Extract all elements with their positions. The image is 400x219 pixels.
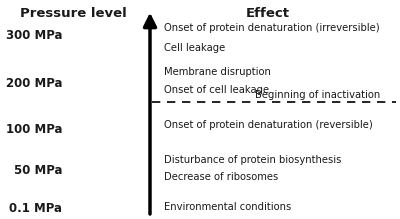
- Text: 50 MPa: 50 MPa: [14, 164, 62, 177]
- Text: 100 MPa: 100 MPa: [6, 123, 62, 136]
- Text: Onset of cell leakage: Onset of cell leakage: [164, 85, 269, 95]
- Text: 0.1 MPa: 0.1 MPa: [9, 201, 62, 215]
- Text: Pressure level: Pressure level: [20, 7, 127, 19]
- Text: 200 MPa: 200 MPa: [6, 77, 62, 90]
- Text: Disturbance of protein biosynthesis: Disturbance of protein biosynthesis: [164, 155, 341, 165]
- Text: 300 MPa: 300 MPa: [6, 28, 62, 42]
- Text: Decrease of ribosomes: Decrease of ribosomes: [164, 172, 278, 182]
- Text: Cell leakage: Cell leakage: [164, 43, 225, 53]
- Text: Membrane disruption: Membrane disruption: [164, 67, 271, 77]
- Text: Onset of protein denaturation (irreversible): Onset of protein denaturation (irreversi…: [164, 23, 380, 34]
- Text: Effect: Effect: [246, 7, 290, 19]
- Text: Beginning of inactivation: Beginning of inactivation: [255, 90, 381, 100]
- Text: Onset of protein denaturation (reversible): Onset of protein denaturation (reversibl…: [164, 120, 373, 130]
- Text: Environmental conditions: Environmental conditions: [164, 202, 291, 212]
